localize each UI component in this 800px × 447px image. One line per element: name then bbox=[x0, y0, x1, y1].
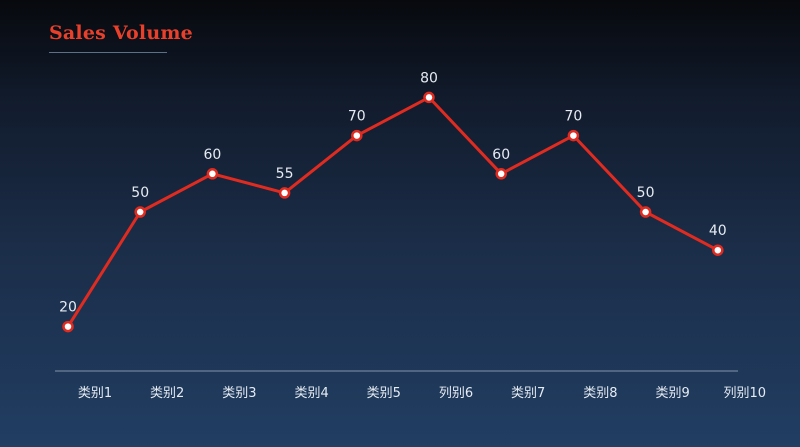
data-label: 70 bbox=[564, 109, 582, 125]
data-label: 50 bbox=[637, 185, 655, 201]
x-tick-label: 类别7 bbox=[511, 386, 545, 401]
data-point bbox=[278, 187, 291, 199]
chart-title: Sales Volume bbox=[49, 22, 193, 44]
data-point bbox=[495, 168, 507, 180]
data-label: 60 bbox=[492, 147, 510, 163]
x-tick-label: 列别6 bbox=[439, 386, 473, 401]
data-point bbox=[423, 91, 435, 104]
data-point bbox=[62, 320, 74, 333]
data-labels: 20 50 60 55 70 80 60 70 50 40 bbox=[59, 70, 727, 315]
title-underline bbox=[49, 52, 167, 53]
x-tick-label: 类别1 bbox=[78, 386, 112, 401]
x-tick-label: 类别8 bbox=[583, 386, 617, 401]
data-label: 55 bbox=[276, 166, 294, 182]
x-tick-label: 类别4 bbox=[294, 386, 328, 401]
data-label: 20 bbox=[59, 300, 77, 316]
data-point bbox=[567, 129, 580, 142]
data-label: 80 bbox=[420, 70, 438, 86]
data-point bbox=[134, 206, 146, 218]
data-point bbox=[639, 206, 652, 218]
x-tick-label: 类别2 bbox=[150, 386, 184, 401]
x-tick-label: 类别3 bbox=[222, 386, 256, 401]
x-tick-label: 类别5 bbox=[367, 386, 401, 401]
x-tick-label: 类别9 bbox=[655, 386, 689, 401]
data-label: 70 bbox=[348, 109, 366, 125]
data-point bbox=[351, 129, 363, 142]
data-point bbox=[206, 168, 219, 180]
x-tick-label: 列别10 bbox=[724, 386, 767, 401]
x-tick-labels: 类别1 类别2 类别3 类别4 类别5 列别6 类别7 类别8 类别9 列别10 bbox=[78, 386, 766, 401]
series-line bbox=[66, 95, 719, 328]
data-label: 60 bbox=[203, 147, 221, 163]
data-label: 40 bbox=[709, 223, 727, 239]
data-point bbox=[712, 244, 724, 256]
data-markers bbox=[62, 91, 724, 333]
data-label: 50 bbox=[131, 185, 149, 201]
